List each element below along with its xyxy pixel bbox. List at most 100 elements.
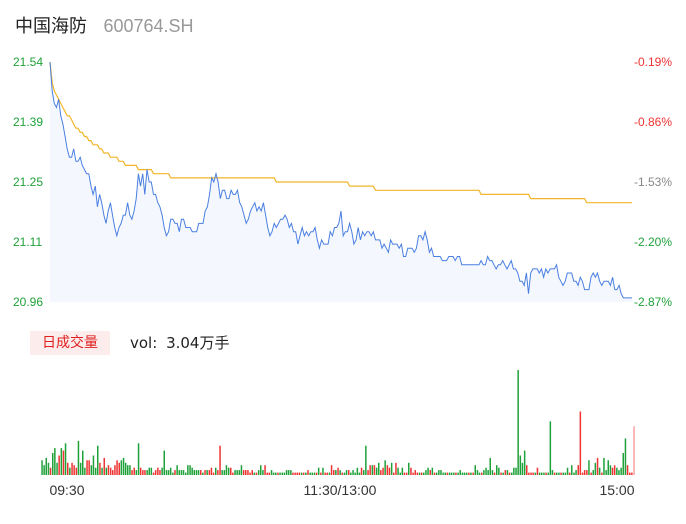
volume-bar — [215, 467, 217, 475]
volume-bar — [526, 465, 528, 475]
price-lines — [49, 61, 632, 299]
volume-bar — [360, 467, 363, 475]
volume-bar — [264, 465, 266, 475]
volume-bar — [82, 450, 84, 475]
volume-bar — [547, 472, 549, 475]
volume-bar — [603, 457, 605, 475]
volume-bar — [371, 465, 374, 475]
volume-bar — [189, 465, 191, 475]
volume-label: vol: — [130, 334, 158, 352]
volume-bar — [577, 465, 579, 475]
volume-bar — [253, 472, 256, 475]
volume-bar — [94, 467, 97, 475]
volume-bar — [90, 465, 93, 475]
volume-bar — [618, 470, 620, 475]
y-tick-right: -2.20% — [634, 235, 672, 249]
volume-bar — [135, 470, 138, 475]
volume-bar — [268, 472, 271, 475]
volume-bar — [152, 472, 155, 475]
volume-bar — [399, 472, 401, 475]
price-area — [50, 62, 632, 302]
x-tick: 15:00 — [599, 482, 634, 498]
volume-bar — [118, 462, 120, 475]
volume-bar — [69, 467, 71, 475]
volume-bar — [613, 465, 616, 475]
x-tick: 11:30/13:00 — [304, 482, 377, 498]
volume-bar — [262, 470, 264, 475]
volume-bar — [393, 472, 395, 475]
price-area-fill — [50, 62, 632, 302]
volume-bar — [356, 467, 359, 475]
volume-bar — [217, 470, 219, 475]
volume-bar — [408, 462, 410, 475]
volume-bar — [275, 472, 277, 475]
volume-bar — [309, 472, 311, 475]
volume-bar — [427, 467, 429, 475]
volume-bar — [350, 472, 352, 475]
volume-bar — [41, 460, 43, 475]
y-tick-right: -0.86% — [634, 115, 672, 129]
volume-bar — [133, 467, 135, 475]
volume-bar — [311, 472, 313, 475]
volume-bar — [523, 450, 526, 475]
volume-readout: vol: 3.04万手 — [130, 332, 229, 353]
volume-bar — [172, 472, 174, 475]
volume-bar — [337, 467, 339, 475]
volume-bar — [45, 457, 47, 475]
volume-bar — [212, 472, 215, 475]
volume-bar — [109, 467, 112, 475]
volume-bar — [343, 472, 346, 475]
volume-bar — [302, 472, 305, 475]
volume-bar — [420, 472, 423, 475]
y-tick-left: 21.54 — [13, 55, 43, 69]
volume-bar — [255, 472, 258, 475]
volume-bar — [412, 472, 414, 475]
volume-bar — [49, 467, 52, 475]
volume-bar — [210, 467, 213, 475]
volume-bar — [283, 472, 286, 475]
volume-bar — [476, 470, 479, 475]
volume-tab[interactable]: 日成交量 — [30, 331, 110, 355]
volume-bar — [84, 467, 86, 475]
volume-bar — [504, 470, 507, 475]
price-line — [49, 61, 632, 299]
volume-bar — [257, 470, 260, 475]
volume-bar — [157, 467, 159, 475]
volume-bar — [590, 472, 592, 475]
volume-bar — [272, 472, 275, 475]
volume-bar — [491, 470, 494, 475]
volume-bar — [320, 472, 322, 475]
volume-bar — [292, 472, 294, 475]
volume-bar — [474, 465, 476, 475]
volume-bar — [513, 467, 515, 475]
volume-bar — [401, 467, 404, 475]
volume-bar — [465, 472, 468, 475]
y-axis-right: -0.19% -0.86% -1.53% -2.20% -2.87% — [634, 55, 672, 309]
volume-bar — [97, 445, 99, 475]
volume-bar — [176, 465, 178, 475]
volume-bar — [459, 470, 461, 475]
volume-bar — [483, 470, 485, 475]
volume-bar — [206, 470, 208, 475]
volume-bar — [626, 465, 629, 475]
volume-bar — [142, 470, 144, 475]
volume-bar — [560, 472, 562, 475]
volume-bar — [114, 465, 116, 475]
volume-bar — [500, 472, 502, 475]
volume-bar — [596, 457, 599, 475]
volume-bar — [122, 457, 125, 475]
volume-bar — [517, 370, 519, 475]
volume-bar — [52, 453, 54, 475]
volume-bar — [178, 470, 180, 475]
volume-bar — [607, 460, 609, 475]
volume-bar — [225, 465, 228, 475]
volume-bar — [219, 445, 221, 475]
volume-bar — [461, 472, 464, 475]
volume-bar — [438, 470, 440, 475]
volume-bar — [414, 470, 416, 475]
y-tick-right: -2.87% — [634, 295, 672, 309]
volume-bar — [242, 470, 245, 475]
volume-bar — [230, 467, 232, 475]
volume-bar — [105, 467, 108, 475]
volume-bar — [455, 472, 457, 475]
